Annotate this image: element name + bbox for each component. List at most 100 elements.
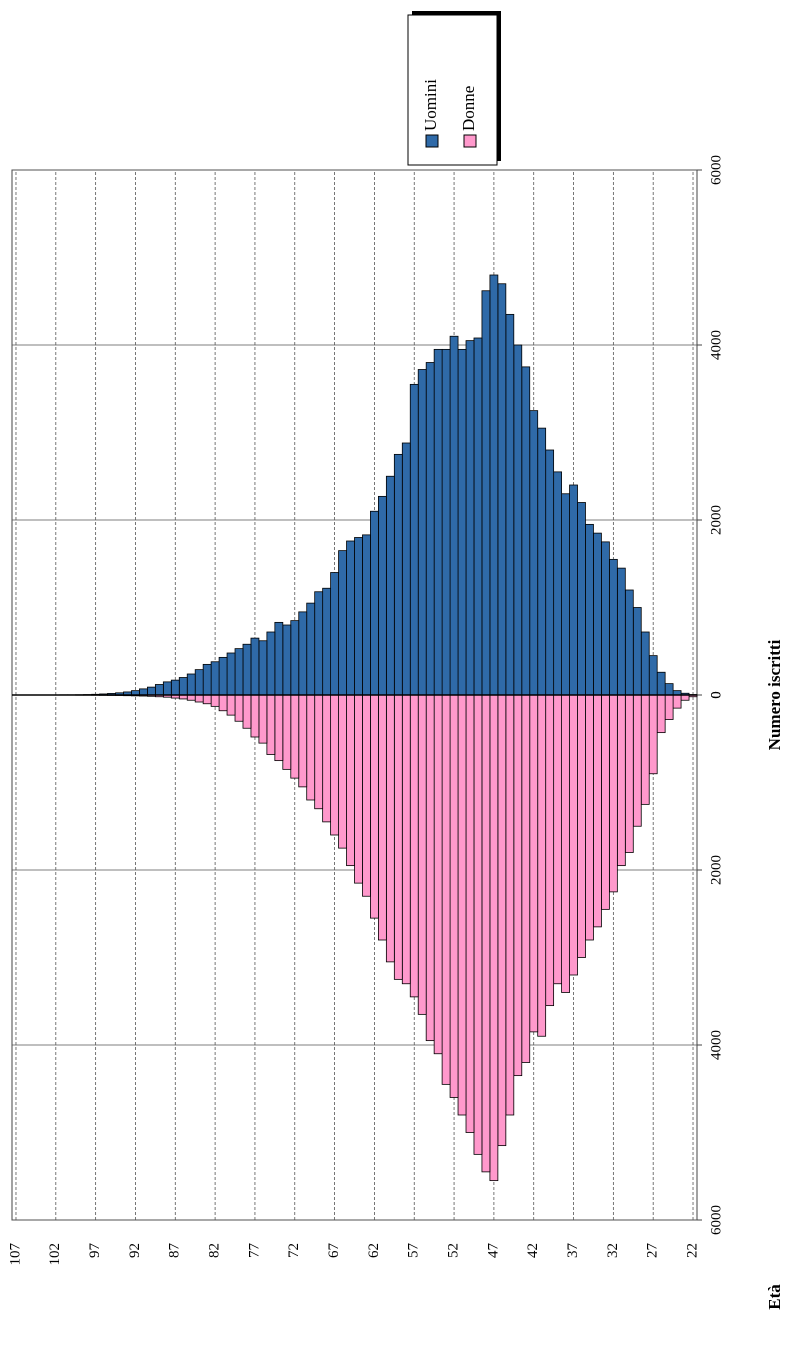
bar — [617, 695, 625, 866]
bar — [593, 533, 601, 695]
bar — [275, 622, 283, 695]
bar — [562, 494, 570, 695]
x-tick-label: 72 — [286, 1243, 302, 1258]
bar — [434, 695, 442, 1054]
bar — [147, 687, 155, 695]
bar — [593, 695, 601, 927]
bar — [386, 476, 394, 695]
bar — [474, 695, 482, 1154]
bar — [331, 695, 339, 835]
legend-label: Uomini — [421, 79, 440, 131]
bar — [554, 695, 562, 984]
bar — [370, 511, 378, 695]
bar — [394, 695, 402, 979]
bar — [195, 670, 203, 695]
bar — [259, 641, 267, 695]
bar — [609, 559, 617, 695]
x-tick-label: 22 — [684, 1243, 700, 1258]
bar — [426, 363, 434, 696]
bar — [617, 568, 625, 695]
bar — [394, 454, 402, 695]
bar — [482, 291, 490, 695]
bar — [323, 588, 331, 695]
bar — [163, 682, 171, 695]
bar — [554, 472, 562, 695]
bar — [307, 603, 315, 695]
bar — [657, 672, 665, 695]
bar — [195, 695, 203, 702]
bar — [538, 428, 546, 695]
legend-swatch — [464, 135, 476, 147]
y-tick-label: 2000 — [708, 505, 724, 535]
bar — [434, 349, 442, 695]
bar — [307, 695, 315, 800]
bar — [426, 695, 434, 1041]
bar — [570, 485, 578, 695]
rotated-plot: Numero iscritti Età 22273237424752576267… — [7, 11, 783, 1310]
bar — [410, 384, 418, 695]
x-tick-label: 67 — [326, 1243, 342, 1259]
bar — [235, 649, 243, 695]
bar — [315, 695, 323, 809]
bar — [514, 695, 522, 1076]
x-axis-label: Età — [765, 1284, 784, 1310]
bar — [490, 275, 498, 695]
x-tick-label: 92 — [127, 1243, 143, 1258]
x-tick-label: 57 — [406, 1243, 422, 1259]
bar — [370, 695, 378, 918]
bar — [458, 349, 466, 695]
bar — [362, 535, 370, 695]
bar — [187, 695, 195, 700]
bar — [641, 695, 649, 804]
bar — [275, 695, 283, 761]
x-tick-label: 102 — [47, 1243, 63, 1266]
bar — [291, 621, 299, 695]
bar — [267, 632, 275, 695]
bar — [506, 695, 514, 1115]
bar — [362, 695, 370, 896]
bar — [498, 284, 506, 695]
bar — [203, 664, 211, 695]
bar — [139, 689, 147, 695]
bar — [530, 411, 538, 695]
x-tick-label: 97 — [87, 1243, 103, 1259]
bar — [283, 625, 291, 695]
bar — [546, 450, 554, 695]
bar — [442, 349, 450, 695]
bar — [498, 695, 506, 1146]
bar — [450, 695, 458, 1098]
bar — [458, 695, 466, 1115]
bar — [625, 590, 633, 695]
bar — [649, 656, 657, 695]
bar — [633, 608, 641, 696]
x-tick-label: 27 — [645, 1243, 661, 1259]
bar — [211, 662, 219, 695]
bar — [625, 695, 633, 853]
x-tick-label: 82 — [207, 1243, 223, 1258]
bar — [665, 684, 673, 695]
y-tick-label: 4000 — [708, 1030, 724, 1060]
bar — [402, 695, 410, 984]
bar — [649, 695, 657, 774]
bar — [546, 695, 554, 1006]
bar — [402, 443, 410, 695]
bar — [585, 695, 593, 940]
legend-swatch — [426, 135, 438, 147]
bar — [155, 685, 163, 696]
y-tick-label: 2000 — [708, 855, 724, 885]
bar — [347, 695, 355, 866]
x-tick-label: 77 — [246, 1243, 262, 1259]
bar — [339, 551, 347, 695]
bar — [251, 638, 259, 695]
bar — [259, 695, 267, 743]
x-tick-label: 107 — [7, 1243, 23, 1266]
bar — [203, 695, 211, 704]
y-axis-label: Numero iscritti — [765, 639, 784, 750]
x-tick-label: 62 — [366, 1243, 382, 1258]
bar — [378, 496, 386, 695]
bar — [355, 538, 363, 696]
x-tick-label: 32 — [605, 1243, 621, 1258]
bar — [641, 632, 649, 695]
